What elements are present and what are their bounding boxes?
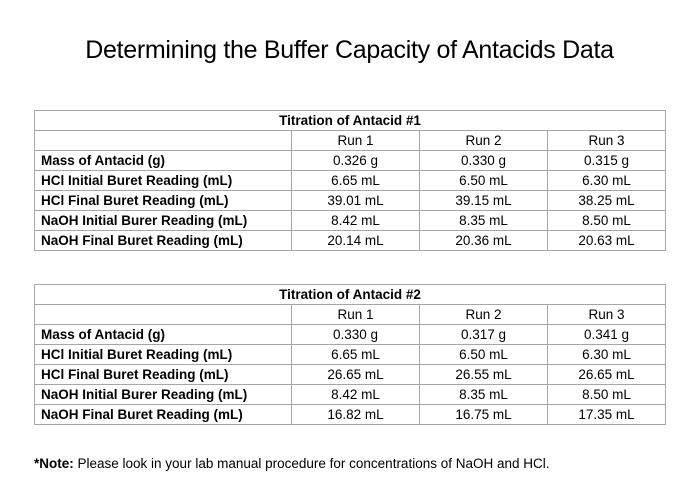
table-cell: 0.315 g [546, 150, 667, 171]
table-cell: 0.326 g [291, 150, 420, 171]
table-row: HCl Initial Buret Reading (mL) 6.65 mL 6… [34, 344, 667, 365]
table-row: Mass of Antacid (g) 0.330 g 0.317 g 0.34… [34, 324, 667, 345]
table-cell: 26.65 mL [291, 364, 420, 385]
table-cell: 20.36 mL [419, 230, 548, 251]
table-cell: 6.50 mL [419, 170, 548, 191]
table-cell: 26.65 mL [546, 364, 667, 385]
table-cell: 0.317 g [419, 324, 548, 345]
row-label: HCl Final Buret Reading (mL) [34, 190, 292, 211]
row-label: Mass of Antacid (g) [34, 324, 292, 345]
table-row: HCl Initial Buret Reading (mL) 6.65 mL 6… [34, 170, 667, 191]
table-cell: 0.330 g [419, 150, 548, 171]
column-header-row: Run 1 Run 2 Run 3 [34, 304, 667, 325]
header-blank-cell [34, 304, 292, 325]
table-row: Mass of Antacid (g) 0.326 g 0.330 g 0.31… [34, 150, 667, 171]
table-cell: 8.35 mL [419, 210, 548, 231]
table-cell: 17.35 mL [546, 404, 667, 425]
column-header-run-1: Run 1 [291, 304, 420, 325]
table-title-row: Titration of Antacid #2 [33, 284, 667, 305]
page-title: Determining the Buffer Capacity of Antac… [85, 36, 614, 64]
table-row: NaOH Final Buret Reading (mL) 16.82 mL 1… [34, 404, 667, 425]
row-label: HCl Initial Buret Reading (mL) [34, 170, 292, 191]
table-cell: 16.75 mL [419, 404, 548, 425]
table-row: NaOH Final Buret Reading (mL) 20.14 mL 2… [34, 230, 667, 251]
column-header-run-1: Run 1 [291, 130, 420, 151]
row-label: NaOH Initial Burer Reading (mL) [34, 210, 292, 231]
table-cell: 6.30 mL [546, 344, 667, 365]
column-header-run-3: Run 3 [546, 130, 667, 151]
table-row: HCl Final Buret Reading (mL) 39.01 mL 39… [34, 190, 667, 211]
table-row: NaOH Initial Burer Reading (mL) 8.42 mL … [34, 384, 667, 405]
row-label: Mass of Antacid (g) [34, 150, 292, 171]
table-cell: 20.63 mL [546, 230, 667, 251]
table-row: NaOH Initial Burer Reading (mL) 8.42 mL … [34, 210, 667, 231]
column-header-row: Run 1 Run 2 Run 3 [34, 130, 667, 151]
column-header-run-3: Run 3 [546, 304, 667, 325]
footnote: *Note: Please look in your lab manual pr… [34, 456, 550, 471]
table-cell: 26.55 mL [419, 364, 548, 385]
note-text: Please look in your lab manual procedure… [73, 456, 550, 471]
titration-table-antacid-1: Titration of Antacid #1 Run 1 Run 2 Run … [33, 110, 667, 251]
column-header-run-2: Run 2 [419, 304, 548, 325]
table-cell: 8.42 mL [291, 210, 420, 231]
table-row: HCl Final Buret Reading (mL) 26.65 mL 26… [34, 364, 667, 385]
table-cell: 39.15 mL [419, 190, 548, 211]
table-cell: 8.50 mL [546, 384, 667, 405]
row-label: NaOH Final Buret Reading (mL) [34, 404, 292, 425]
row-label: HCl Final Buret Reading (mL) [34, 364, 292, 385]
table-cell: 6.65 mL [291, 344, 420, 365]
row-label: NaOH Initial Burer Reading (mL) [34, 384, 292, 405]
table-title: Titration of Antacid #2 [33, 284, 667, 305]
table-cell: 8.42 mL [291, 384, 420, 405]
table-cell: 6.50 mL [419, 344, 548, 365]
titration-table-antacid-2: Titration of Antacid #2 Run 1 Run 2 Run … [33, 284, 667, 425]
row-label: HCl Initial Buret Reading (mL) [34, 344, 292, 365]
table-cell: 38.25 mL [546, 190, 667, 211]
table-title-row: Titration of Antacid #1 [33, 110, 667, 131]
table-cell: 0.341 g [546, 324, 667, 345]
table-cell: 8.50 mL [546, 210, 667, 231]
header-blank-cell [34, 130, 292, 151]
table-cell: 8.35 mL [419, 384, 548, 405]
note-prefix: *Note: [34, 456, 74, 471]
table-cell: 39.01 mL [291, 190, 420, 211]
table-cell: 0.330 g [291, 324, 420, 345]
table-title: Titration of Antacid #1 [33, 110, 667, 131]
table-cell: 16.82 mL [291, 404, 420, 425]
row-label: NaOH Final Buret Reading (mL) [34, 230, 292, 251]
table-cell: 6.30 mL [546, 170, 667, 191]
table-cell: 6.65 mL [291, 170, 420, 191]
table-cell: 20.14 mL [291, 230, 420, 251]
column-header-run-2: Run 2 [419, 130, 548, 151]
